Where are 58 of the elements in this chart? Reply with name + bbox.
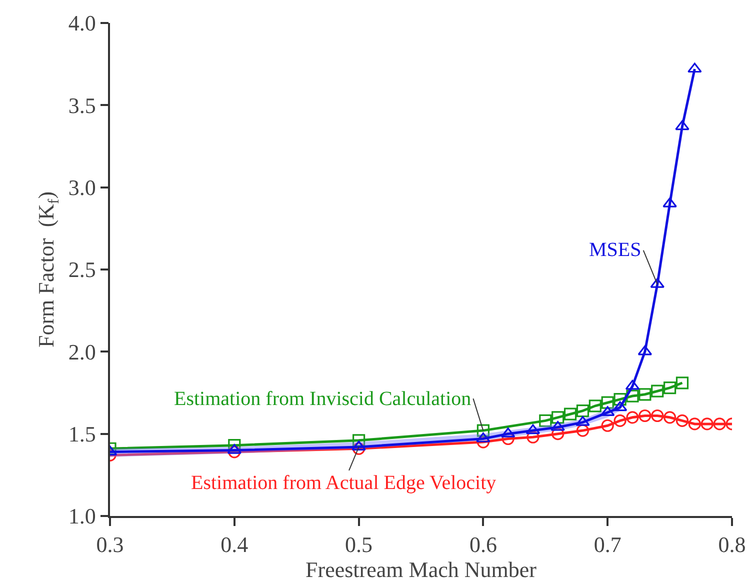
- annotation: Estimation from Inviscid Calculation: [174, 388, 472, 410]
- point: [662, 197, 677, 208]
- point: [476, 432, 490, 442]
- point: [688, 418, 701, 430]
- point: [352, 434, 366, 447]
- point: [676, 414, 689, 427]
- point: [227, 444, 242, 454]
- point: [614, 414, 626, 427]
- y-tick-label: 3.5: [68, 92, 96, 118]
- point: [476, 424, 490, 437]
- annotation: MSES: [589, 239, 642, 261]
- point: [626, 390, 639, 402]
- point: [638, 345, 652, 356]
- x-tick-label: 0.5: [345, 532, 373, 558]
- point: [625, 380, 640, 390]
- annotation: Estimation from Actual Edge Velocity: [191, 472, 496, 494]
- x-tick-label: 0.7: [594, 532, 622, 558]
- point: [601, 396, 614, 409]
- point: [650, 278, 665, 288]
- x-tick-label: 0.4: [220, 532, 248, 558]
- point: [552, 411, 564, 424]
- x-tick-label: 0.3: [96, 532, 124, 558]
- point: [612, 401, 628, 412]
- point: [600, 406, 615, 416]
- point: [539, 414, 552, 427]
- point: [713, 418, 726, 430]
- point: [614, 393, 626, 406]
- y-tick-label: 4.0: [68, 10, 96, 36]
- point: [564, 408, 577, 420]
- point: [638, 388, 652, 401]
- point: [651, 384, 664, 398]
- point: [576, 404, 590, 418]
- x-tick-label: 0.8: [718, 532, 746, 558]
- x-axis-title: Freestream Mach Number: [306, 557, 538, 582]
- point: [638, 409, 652, 422]
- point: [601, 419, 614, 432]
- point: [626, 411, 639, 424]
- point: [588, 400, 602, 412]
- x-tick-label: 0.6: [469, 532, 497, 558]
- y-tick-label: 3.0: [68, 175, 96, 200]
- point: [688, 62, 702, 73]
- point: [664, 411, 676, 424]
- point: [664, 382, 676, 394]
- point: [676, 376, 689, 390]
- y-tick-label: 2.0: [68, 339, 96, 364]
- point: [352, 440, 366, 451]
- point: [550, 420, 565, 431]
- point: [700, 418, 714, 430]
- point: [576, 424, 590, 437]
- point: [552, 428, 564, 440]
- point: [675, 120, 690, 130]
- y-tick-label: 1.5: [68, 422, 96, 447]
- point: [502, 432, 514, 446]
- point: [526, 424, 540, 434]
- point: [651, 409, 664, 422]
- y-tick-label: 1.0: [68, 504, 96, 529]
- point: [526, 430, 540, 444]
- y-tick-label: 2.5: [68, 257, 96, 282]
